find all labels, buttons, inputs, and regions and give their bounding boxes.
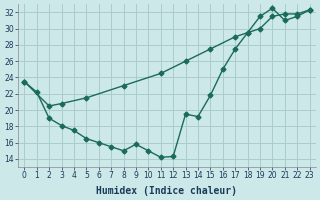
X-axis label: Humidex (Indice chaleur): Humidex (Indice chaleur) — [96, 186, 237, 196]
